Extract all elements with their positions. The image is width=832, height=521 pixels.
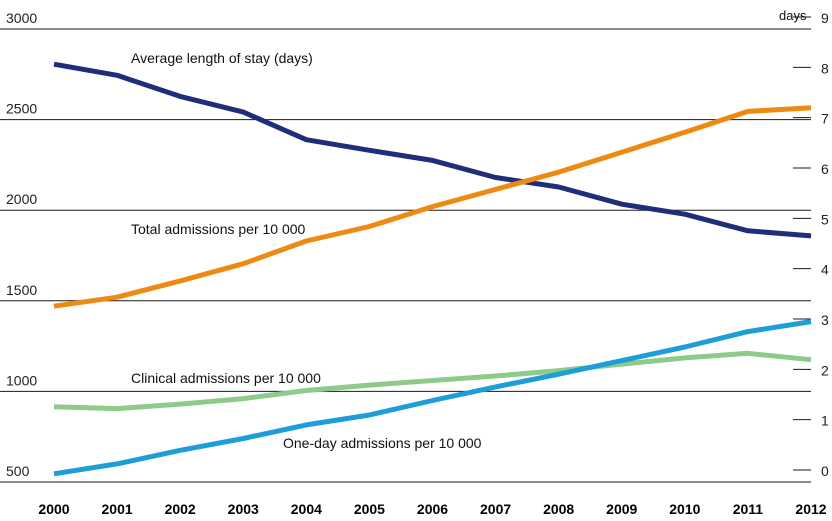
- series-label-one-day-admissions: One-day admissions per 10 000: [283, 435, 482, 451]
- series-label-total-admissions: Total admissions per 10 000: [131, 221, 306, 237]
- gridlines: [0, 28, 811, 483]
- x-axis-tick-label: 2005: [354, 501, 385, 517]
- right-axis-tick-label: 5: [821, 211, 829, 227]
- x-axis-tick-label: 2001: [102, 501, 133, 517]
- left-axis-tick-label: 2000: [6, 191, 37, 207]
- right-axis-tick-label: 6: [821, 161, 829, 177]
- right-axis-tick-label: 3: [821, 312, 829, 328]
- right-axis-tick-label: 1: [821, 413, 829, 429]
- x-axis-tick-label: 2011: [733, 501, 764, 517]
- series-line-2: [53, 350, 812, 412]
- x-axis-ticks: 2000 2001 2002 2003 2004 2005 2006 2007 2008 2009…: [38, 501, 826, 517]
- x-axis-tick-label: 2012: [795, 501, 826, 517]
- series-line-1: [53, 105, 812, 309]
- right-axis-tick-label: 4: [821, 262, 829, 278]
- x-axis-tick-label: 2008: [543, 501, 574, 517]
- right-axis-tick-label: 7: [821, 111, 829, 127]
- x-axis-tick-label: 2003: [228, 501, 259, 517]
- right-axis-ticks: 0 1 2 3 4 5 6 7 8 9: [793, 10, 829, 479]
- x-axis-tick-label: 2009: [606, 501, 637, 517]
- series-lines: [53, 61, 812, 477]
- x-axis-tick-label: 2010: [669, 501, 700, 517]
- right-axis-tick-label: 8: [821, 60, 829, 76]
- right-axis-tick-label: 9: [821, 10, 829, 26]
- x-axis-tick-label: 2006: [417, 501, 448, 517]
- x-axis-tick-label: 2007: [480, 501, 511, 517]
- series-line-0: [53, 61, 812, 239]
- series-label-clinical-admissions: Clinical admissions per 10 000: [131, 370, 321, 386]
- right-axis-tick-label: 2: [821, 362, 829, 378]
- left-axis-tick-label: 1000: [6, 372, 37, 388]
- right-axis-unit-label: days: [779, 8, 807, 23]
- x-axis-tick-label: 2004: [291, 501, 322, 517]
- left-axis-ticks: 500 1000 1500 2000 2500 3000: [6, 10, 37, 479]
- left-axis-tick-label: 3000: [6, 10, 37, 26]
- left-axis-tick-label: 1500: [6, 282, 37, 298]
- x-axis-tick-label: 2002: [165, 501, 196, 517]
- right-axis-tick-label: 0: [821, 463, 829, 479]
- series-line-3: [53, 319, 812, 477]
- x-axis-tick-label: 2000: [38, 501, 69, 517]
- left-axis-tick-label: 2500: [6, 101, 37, 117]
- left-axis-tick-label: 500: [6, 463, 30, 479]
- series-label-average-length-of-stay: Average length of stay (days): [131, 50, 313, 66]
